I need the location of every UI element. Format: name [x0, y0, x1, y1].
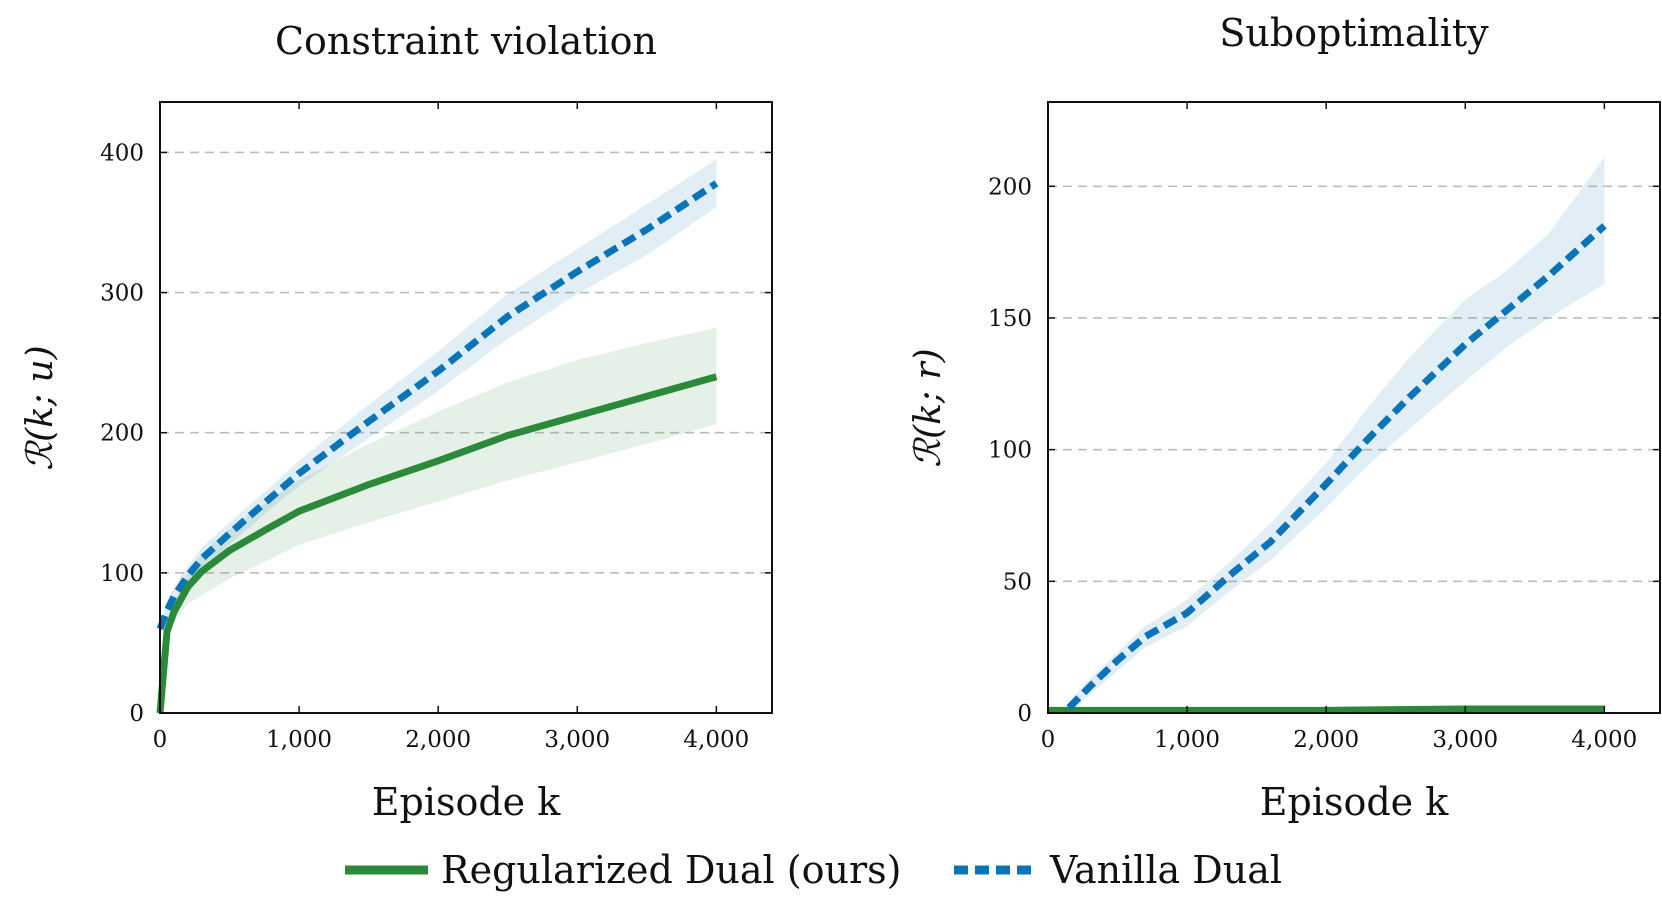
x-tick-label: 4,000 — [1571, 727, 1637, 753]
band-vanilla-dual — [1068, 157, 1605, 714]
chart-suboptimality: Suboptimality 0 1,000 2,000 3,000 4,000 0 50 10… — [908, 11, 1661, 824]
legend-label-regularized-dual: Regularized Dual (ours) — [441, 848, 901, 892]
axis-ticks: 0 1,000 2,000 3,000 4,000 0 50 100 150 200 — [988, 102, 1660, 753]
band-regularized-dual-ours- — [160, 327, 717, 713]
legend-label-vanilla-dual: Vanilla Dual — [1049, 848, 1282, 892]
series-line-vanilla-dual — [1066, 223, 1607, 711]
y-tick-label: 0 — [129, 701, 144, 727]
chart-title: Constraint violation — [275, 19, 657, 63]
confidence-bands — [1048, 157, 1605, 714]
x-tick-label: 2,000 — [1293, 727, 1359, 753]
y-tick-label: 0 — [1017, 701, 1032, 727]
x-axis-label: Episode k — [1260, 780, 1449, 824]
gridlines — [160, 151, 772, 574]
y-tick-label: 200 — [988, 174, 1032, 200]
y-tick-label: 100 — [988, 438, 1032, 464]
x-tick-label: 1,000 — [266, 727, 332, 753]
plot-frame — [159, 101, 773, 714]
series-line-vanilla-dual — [156, 180, 719, 631]
x-tick-label: 3,000 — [1432, 727, 1498, 753]
series-line-regularized-dual-ours- — [156, 373, 718, 714]
x-tick-label: 0 — [1041, 727, 1056, 753]
x-tick-label: 2,000 — [405, 727, 471, 753]
y-tick-label: 100 — [100, 561, 144, 587]
band-vanilla-dual — [160, 159, 717, 636]
y-axis-label: ℛ(k; r) — [908, 348, 949, 467]
series-lines — [156, 180, 719, 714]
confidence-bands — [160, 159, 717, 713]
y-tick-label: 150 — [988, 306, 1032, 332]
x-tick-label: 0 — [153, 727, 168, 753]
x-tick-label: 4,000 — [683, 727, 749, 753]
y-tick-label: 300 — [100, 281, 144, 307]
y-tick-label: 400 — [100, 140, 144, 166]
y-tick-label: 200 — [100, 421, 144, 447]
axis-ticks: 0 1,000 2,000 3,000 4,000 0 100 200 300 400 — [100, 102, 772, 753]
x-tick-label: 1,000 — [1154, 727, 1220, 753]
chart-constraint-violation: Constraint violation 0 1,000 2,000 3,000 4,0… — [20, 19, 773, 824]
plot-frame — [1047, 101, 1661, 714]
y-axis-label: ℛ(k; u) — [20, 345, 61, 470]
x-axis-label: Episode k — [372, 780, 561, 824]
x-tick-label: 3,000 — [544, 727, 610, 753]
y-tick-label: 50 — [1003, 569, 1032, 595]
chart-title: Suboptimality — [1219, 11, 1489, 55]
legend: Regularized Dual (ours) Vanilla Dual — [345, 848, 1282, 892]
